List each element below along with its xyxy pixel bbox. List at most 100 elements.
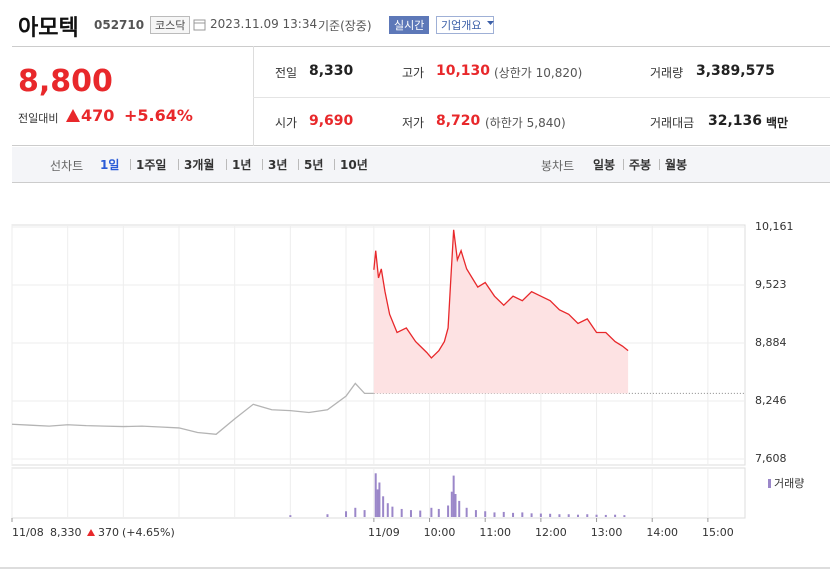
- y-tick-label: 7,608: [755, 452, 787, 465]
- period-tab[interactable]: 10년: [340, 158, 368, 172]
- tab-separator: [178, 159, 179, 170]
- x-tick-label: 11/08: [12, 526, 44, 539]
- x-tick-label: 10:00: [424, 526, 456, 539]
- status: 기준(장중): [318, 19, 372, 33]
- volume-bar: [623, 515, 626, 517]
- volume-bar: [512, 512, 515, 517]
- volume-bar: [450, 491, 453, 517]
- volume-bar: [437, 508, 440, 517]
- x-tick-label: 14:00: [646, 526, 678, 539]
- stat-extra: (상한가 10,820): [494, 66, 583, 80]
- volume-bar: [539, 513, 542, 517]
- stock-name: 아모텍: [18, 16, 79, 41]
- y-tick-label: 8,246: [755, 394, 787, 407]
- stat-value: 10,130: [436, 63, 491, 79]
- stat-label: 시가: [275, 116, 298, 130]
- x-tick-label: 13:00: [591, 526, 623, 539]
- volume-bar: [378, 482, 381, 517]
- tab-bar: [12, 147, 830, 183]
- x-tick-label: 11:00: [479, 526, 511, 539]
- stat-label: 고가: [402, 66, 425, 80]
- period-tab[interactable]: 3년: [268, 158, 288, 172]
- tab-separator: [334, 159, 335, 170]
- volume-bar: [374, 473, 377, 517]
- volume-bar: [502, 511, 505, 517]
- volume-bar: [326, 514, 329, 517]
- volume-bar: [558, 514, 561, 517]
- stat-label: 거래량: [650, 66, 684, 80]
- volume-bar: [354, 507, 357, 517]
- stat-unit: 백만: [766, 116, 789, 130]
- up-triangle: [66, 109, 80, 122]
- volume-bar: [604, 514, 607, 517]
- volume-bar: [484, 511, 487, 517]
- stat-extra: (하한가 5,840): [485, 116, 566, 130]
- volume-bar: [586, 514, 589, 517]
- period-tab[interactable]: 1주일: [136, 158, 167, 172]
- stat-value: 9,690: [309, 113, 354, 129]
- volume-bar: [386, 503, 389, 517]
- prev-pct: (+4.65%): [122, 526, 175, 539]
- up-triangle: [87, 529, 95, 536]
- period-tab[interactable]: 3개월: [184, 158, 215, 172]
- candle-tab[interactable]: 일봉: [593, 158, 616, 172]
- period-tab[interactable]: 1일: [100, 158, 120, 172]
- volume-bar: [576, 514, 579, 517]
- info-box: [12, 46, 830, 146]
- volume-bar: [289, 515, 292, 517]
- volume-bar: [521, 512, 524, 517]
- stat-value: 3,389,575: [696, 63, 775, 79]
- volume-legend: 거래량: [774, 477, 804, 490]
- stat-value: 8,330: [309, 63, 354, 79]
- volume-bar: [400, 508, 403, 517]
- change-label: 전일대비: [18, 112, 59, 125]
- volume-bar: [474, 510, 477, 517]
- calendar-icon: [193, 19, 206, 31]
- volume-bar: [452, 475, 455, 517]
- divider: [253, 46, 254, 146]
- candle-tab[interactable]: 월봉: [665, 158, 688, 172]
- volume-bar: [614, 514, 617, 517]
- prev-change: 370: [98, 526, 119, 539]
- volume-legend-swatch: [768, 479, 771, 488]
- price-area: [373, 229, 629, 394]
- candle-tab[interactable]: 주봉: [629, 158, 652, 172]
- stat-value: 32,136: [708, 113, 763, 129]
- stat-label: 저가: [402, 116, 425, 130]
- tab-separator: [262, 159, 263, 170]
- volume-bar: [409, 510, 412, 517]
- x-tick-label: 11/09: [368, 526, 400, 539]
- volume-bar: [419, 510, 422, 517]
- volume-bar: [391, 506, 394, 517]
- volume-bar: [382, 496, 385, 517]
- period-tab[interactable]: 1년: [232, 158, 252, 172]
- x-tick-label: 12:00: [535, 526, 567, 539]
- price-line: [11, 382, 374, 435]
- y-tick-label: 9,523: [755, 278, 787, 291]
- volume-bar: [465, 507, 468, 517]
- y-tick-label: 10,161: [755, 220, 794, 233]
- company-button[interactable]: 기업개요: [436, 16, 495, 34]
- tab-separator: [623, 159, 624, 170]
- volume-bar: [363, 510, 366, 517]
- period-tab[interactable]: 5년: [304, 158, 324, 172]
- tab-separator: [298, 159, 299, 170]
- divider: [253, 97, 830, 98]
- line-chart-label: 선차트: [50, 159, 84, 173]
- candle-chart-label: 봉차트: [541, 159, 575, 173]
- market-badge: 코스닥: [150, 16, 191, 34]
- volume-bar: [493, 512, 496, 517]
- stat-label: 거래대금: [650, 116, 695, 130]
- stock-code: 052710: [94, 18, 145, 32]
- volume-bar: [345, 511, 348, 517]
- x-tick-label: 15:00: [702, 526, 734, 539]
- realtime-button[interactable]: 실시간: [389, 16, 430, 34]
- volume-bar: [454, 494, 457, 517]
- change: 470: [81, 106, 115, 125]
- volume-bar: [567, 514, 570, 517]
- volume-bar: [458, 500, 461, 517]
- prev-close: 8,330: [50, 526, 82, 539]
- y-tick-label: 8,884: [755, 336, 787, 349]
- price-line: [373, 229, 629, 359]
